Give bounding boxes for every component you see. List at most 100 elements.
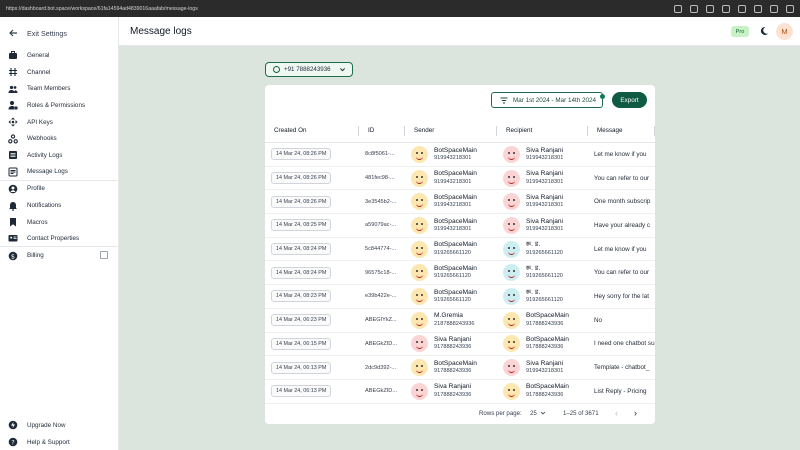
cell-recipient: BotSpaceMain 917888243936 bbox=[497, 380, 588, 403]
sender: BotSpaceMain 919943218301 bbox=[411, 216, 477, 234]
table-row[interactable]: 14 Mar 24, 08:23 PM e39b422e-... BotSpaceM… bbox=[265, 285, 655, 309]
table-row[interactable]: 14 Mar 24, 08:24 PM 96575c18-... BotSpaceM… bbox=[265, 261, 655, 286]
sender-avatar bbox=[411, 145, 428, 163]
message-id[interactable]: 96575c18-... bbox=[365, 269, 397, 276]
url-text[interactable]: https://dashboard.bot.space/workspace/61… bbox=[6, 5, 198, 12]
sidebar-item-profile[interactable]: Profile bbox=[0, 181, 118, 198]
table-row[interactable]: 14 Mar 24, 06:15 PM ABEGkZID... Siva Ranja… bbox=[265, 333, 655, 357]
message-text: Have your already c bbox=[594, 221, 650, 229]
sender: BotSpaceMain 917888243936 bbox=[411, 359, 477, 377]
column-header-id[interactable]: ID bbox=[359, 119, 405, 142]
sender: BotSpaceMain 919943218301 bbox=[411, 193, 477, 211]
column-header-message[interactable]: Message bbox=[588, 119, 655, 142]
sidebar-item-macros[interactable]: Macros bbox=[0, 214, 118, 231]
table-row[interactable]: 14 Mar 24, 06:13 PM ABEGkZID... Siva Ranja… bbox=[265, 380, 655, 404]
cell-sender: Siva Ranjani 917888243936 bbox=[405, 380, 497, 403]
message-id[interactable]: 8c8f5061-... bbox=[365, 151, 395, 158]
sidebar-item-label: Macros bbox=[27, 218, 48, 226]
folder-icon[interactable] bbox=[722, 4, 730, 13]
external-link-icon[interactable] bbox=[100, 251, 108, 260]
sidebar-item-activity-logs[interactable]: Activity Logs bbox=[0, 147, 118, 164]
help-support-label: Help & Support bbox=[27, 438, 70, 446]
screenshot-icon[interactable] bbox=[690, 4, 698, 13]
sidebar-item-message-logs[interactable]: Message Logs bbox=[0, 164, 118, 181]
column-header-sender[interactable]: Sender bbox=[405, 119, 497, 142]
next-page-button[interactable]: › bbox=[634, 408, 637, 418]
sender-info: Siva Ranjani 917888243936 bbox=[434, 336, 471, 352]
message-id[interactable]: 2dc9d392-... bbox=[365, 364, 397, 371]
camera-icon[interactable] bbox=[706, 4, 714, 13]
sidebar-item-team-members[interactable]: Team Members bbox=[0, 80, 118, 97]
moon-icon[interactable] bbox=[759, 26, 769, 36]
message-id[interactable]: 5c844774-... bbox=[365, 246, 397, 253]
target-icon[interactable] bbox=[754, 4, 762, 13]
recipient-name: Siva Ranjani bbox=[526, 359, 564, 367]
exit-settings-button[interactable]: Exit Settings bbox=[8, 26, 67, 40]
sender-info: BotSpaceMain 919943218301 bbox=[434, 170, 477, 186]
sender-info: BotSpaceMain 917888243936 bbox=[434, 360, 477, 376]
phone-number-select[interactable]: +91 7888243936 bbox=[265, 62, 353, 77]
column-header-recipient[interactable]: Recipient bbox=[497, 119, 588, 142]
previous-page-button[interactable]: ‹ bbox=[615, 408, 618, 418]
table-row[interactable]: 14 Mar 24, 08:26 PM 3e3545b2-... BotSpaceM… bbox=[265, 190, 655, 215]
sender-info: BotSpaceMain 919265661120 bbox=[434, 265, 477, 281]
cell-created-on: 14 Mar 24, 08:24 PM bbox=[265, 238, 359, 261]
sidebar-item-roles-permissions[interactable]: Roles & Permissions bbox=[0, 97, 118, 114]
table-row[interactable]: 14 Mar 24, 06:23 PM ABEGIYkZ... M.Gremia 21… bbox=[265, 309, 655, 333]
table-row[interactable]: 14 Mar 24, 08:26 PM 8c8f5061-... BotSpaceM… bbox=[265, 143, 655, 167]
cell-recipient: BotSpaceMain 917888243936 bbox=[497, 333, 588, 356]
cell-sender: BotSpaceMain 919265661120 bbox=[405, 238, 497, 261]
sender-phone: 919943218301 bbox=[434, 225, 472, 232]
avatar[interactable]: M bbox=[776, 23, 793, 40]
message-id[interactable]: ABEGkZID... bbox=[365, 340, 398, 347]
message-text: You can refer to our bbox=[594, 269, 650, 277]
table-row[interactable]: 14 Mar 24, 06:13 PM 2dc9d392-... BotSpaceM… bbox=[265, 356, 655, 380]
sidebar-item-api-keys[interactable]: API Keys bbox=[0, 114, 118, 131]
sidebar-item-billing[interactable]: $ Billing bbox=[0, 247, 118, 264]
key-icon[interactable] bbox=[674, 4, 682, 13]
message-id[interactable]: 3e3545b2-... bbox=[365, 198, 397, 205]
upgrade-now-button[interactable]: Upgrade Now bbox=[0, 417, 118, 434]
recipient-info: रू. ड. 919265661120 bbox=[526, 289, 563, 305]
message-id[interactable]: ABEGkZID... bbox=[365, 388, 398, 395]
table-row[interactable]: 14 Mar 24, 08:24 PM 5c844774-... BotSpaceM… bbox=[265, 238, 655, 262]
table-row[interactable]: 14 Mar 24, 08:25 PM a59079ac-... BotSpaceM… bbox=[265, 214, 655, 238]
sender-avatar bbox=[411, 287, 428, 305]
message-id[interactable]: ABEGIYkZ... bbox=[365, 317, 397, 324]
sidebar-item-channel[interactable]: Channel bbox=[0, 64, 118, 81]
message-id[interactable]: 481fec98-... bbox=[365, 175, 395, 182]
sidebar-item-contact-properties[interactable]: Contact Properties bbox=[0, 231, 118, 248]
sender-info: BotSpaceMain 919943218301 bbox=[434, 194, 477, 210]
code-icon[interactable] bbox=[770, 4, 778, 13]
cell-id: 3e3545b2-... bbox=[359, 190, 405, 213]
sender: Siva Ranjani 917888243936 bbox=[411, 335, 471, 353]
cell-message: Template - chatbot_ bbox=[588, 356, 655, 379]
message-id[interactable]: a59079ac-... bbox=[365, 222, 397, 229]
settings-icon[interactable] bbox=[738, 4, 746, 13]
created-on-chip: 14 Mar 24, 08:26 PM bbox=[271, 148, 332, 161]
sender-avatar bbox=[411, 169, 428, 187]
sidebar-item-general[interactable]: General bbox=[0, 47, 118, 64]
message-id[interactable]: e39b422e-... bbox=[365, 293, 397, 300]
recipient-name: रू. ड. bbox=[526, 288, 541, 296]
recipient-name: BotSpaceMain bbox=[526, 336, 569, 344]
cell-message: Let me know if you bbox=[588, 143, 655, 166]
cell-id: e39b422e-... bbox=[359, 285, 405, 308]
column-header-created-on[interactable]: Created On bbox=[265, 119, 359, 142]
cell-id: 96575c18-... bbox=[359, 261, 405, 284]
date-range-filter[interactable]: Mar 1st 2024 - Mar 14th 2024 bbox=[491, 92, 603, 108]
sidebar-icon[interactable] bbox=[786, 4, 794, 13]
export-button[interactable]: Export bbox=[612, 92, 647, 108]
cell-sender: BotSpaceMain 919265661120 bbox=[405, 261, 497, 284]
people-icon bbox=[8, 84, 18, 94]
table-row[interactable]: 14 Mar 24, 08:26 PM 481fec98-... BotSpaceM… bbox=[265, 167, 655, 191]
table-header: Created On ID Sender Recipient Message bbox=[265, 119, 655, 143]
sidebar-item-webhooks[interactable]: Webhooks bbox=[0, 130, 118, 147]
help-support-button[interactable]: ? Help & Support bbox=[0, 434, 118, 450]
sidebar-item-notifications[interactable]: Notifications bbox=[0, 197, 118, 214]
move-arrows-icon bbox=[8, 117, 18, 127]
rows-per-page-select[interactable]: 25 bbox=[530, 410, 546, 417]
sender-phone: 917888243936 bbox=[434, 391, 472, 398]
recipient-info: Siva Ranjani 919943218301 bbox=[526, 194, 563, 210]
recipient-phone: 919943218301 bbox=[526, 202, 564, 209]
